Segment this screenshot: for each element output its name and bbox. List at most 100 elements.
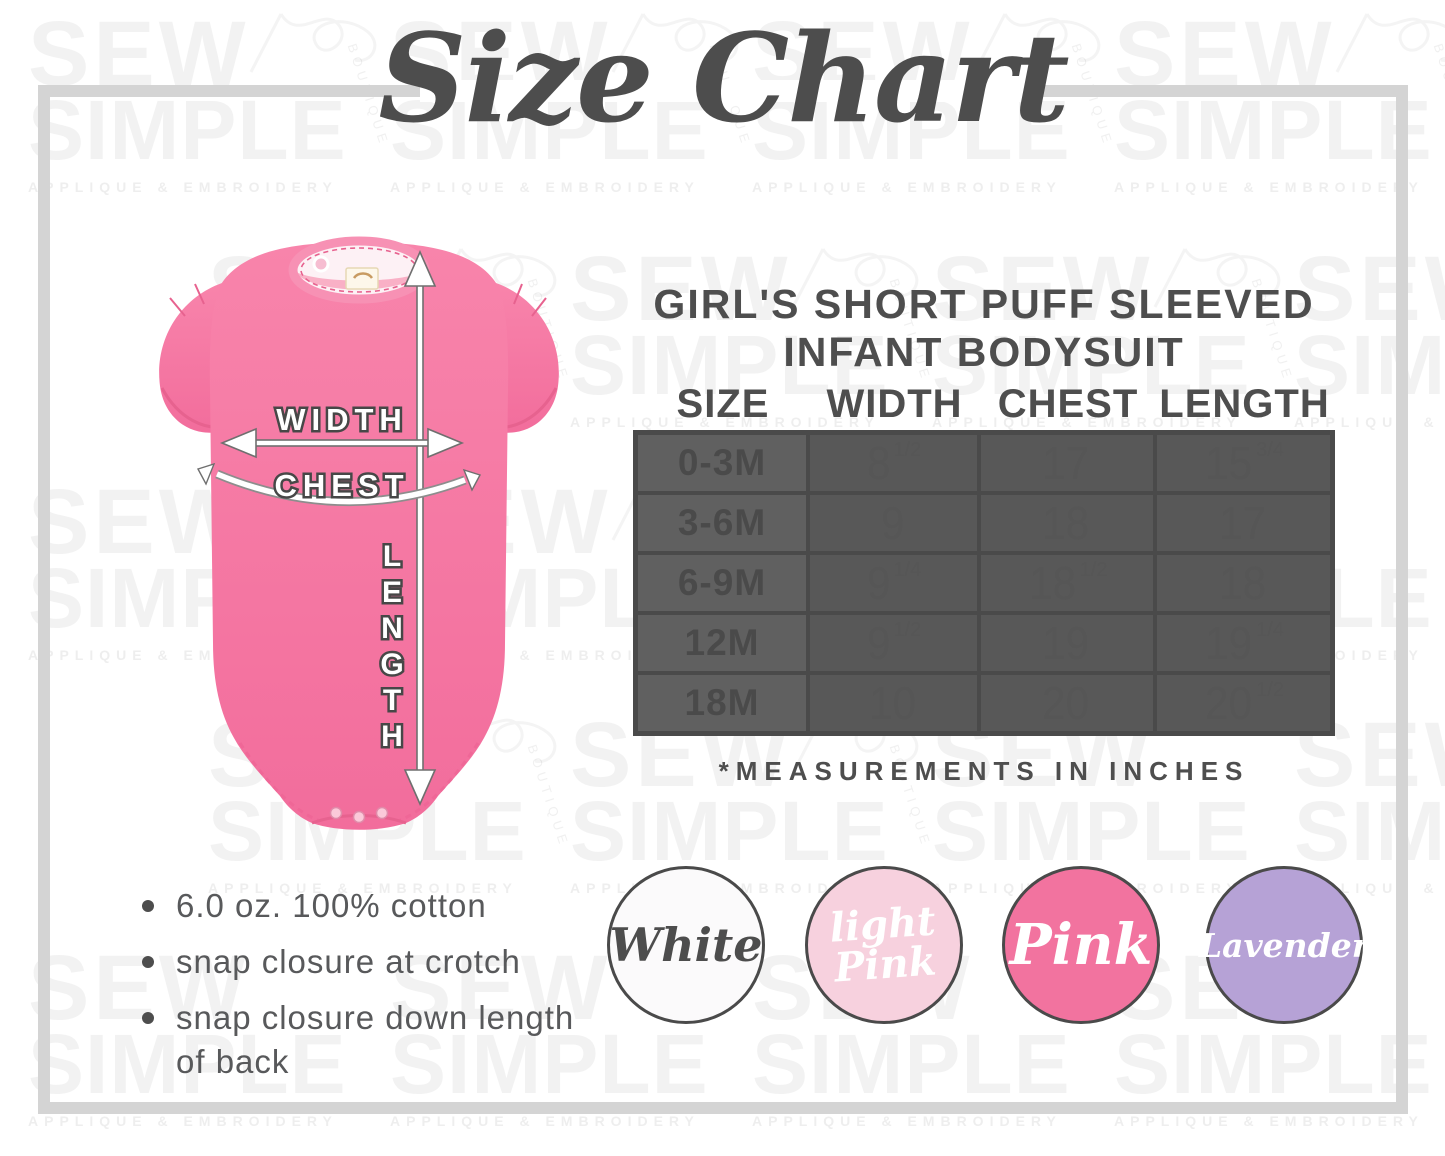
watermark-sew: SEW: [390, 937, 612, 1039]
watermark-sew: SEW: [28, 471, 250, 573]
svg-text:E: E: [382, 576, 408, 609]
length-arrow: [403, 250, 437, 806]
table-column-headers: SIZE WIDTH CHEST LENGTH: [633, 382, 1335, 427]
chest-arrow: [196, 462, 482, 507]
size-table: 0-3M 8 1/2 17 15 3/4 3-6M 9 18 17 6-9M 9 1/…: [633, 430, 1335, 736]
table-cell-length: 18: [1157, 555, 1330, 611]
watermark-simple: SIMPLE: [1294, 784, 1445, 878]
watermark-simple: SIMPLE: [932, 784, 1251, 878]
product-heading-line1: GIRL'S SHORT PUFF SLEEVED: [653, 281, 1315, 327]
watermark-tagline: APPLIQUE & EMBROIDERY: [28, 179, 338, 195]
svg-text:H: H: [381, 720, 409, 753]
watermark-simple: SIMPLE: [1114, 83, 1433, 177]
svg-text:L: L: [383, 540, 407, 573]
bullet-icon: [142, 900, 154, 912]
watermark-sew: SEW: [1114, 3, 1336, 105]
watermark-tagline: APPLIQUE & EMBROIDERY: [1114, 179, 1424, 195]
watermark-simple: SIMPLE: [752, 1017, 1071, 1111]
table-cell-width: 9 1/4: [810, 555, 977, 611]
size-row-label: 0-3M: [638, 435, 806, 491]
watermark-tagline: APPLIQUE & EMBROIDERY: [28, 1113, 338, 1129]
neck-snap: [312, 255, 330, 273]
svg-text:G: G: [380, 648, 409, 681]
chest-label: CHEST: [274, 468, 409, 503]
watermark-simple: SIMPLE: [28, 83, 347, 177]
page-title: Size Chart: [378, 6, 1069, 150]
watermark-tagline: APPLIQUE & EMBROIDERY: [752, 179, 1062, 195]
needle-swirl-icon: [249, 13, 377, 73]
size-row-label: 3-6M: [638, 495, 806, 551]
color-swatch-lavender: Lavender: [1199, 866, 1369, 1024]
watermark-sew: SEW: [28, 937, 250, 1039]
table-cell-chest: 18: [981, 495, 1153, 551]
column-header-size: SIZE: [676, 382, 770, 426]
neck-tag: [345, 267, 379, 290]
color-swatch-light-pink: light Pink: [805, 866, 963, 1024]
bodysuit-diagram: WIDTH CHEST L E N G T H: [159, 236, 559, 830]
watermark-tagline: APPLIQUE & EMBROIDERY: [390, 1113, 700, 1129]
measurements-footnote: *MEASUREMENTS IN INCHES: [718, 756, 1250, 786]
watermark-simple: SIMPLE: [28, 1017, 347, 1111]
feature-list: 6.0 oz. 100% cotton snap closure at crot…: [142, 884, 592, 1096]
table-cell-chest: 20: [981, 675, 1153, 731]
svg-text:N: N: [381, 612, 409, 645]
watermark-simple: SIMPLE: [390, 1017, 709, 1111]
watermark-simple: SIMPLE: [570, 784, 889, 878]
table-cell-length: 20 1/2: [1157, 675, 1330, 731]
list-item: snap closure down length of back: [142, 996, 592, 1084]
needle-swirl-icon: [1153, 248, 1281, 308]
watermark-tagline: APPLIQUE & EMBROIDERY: [208, 880, 518, 896]
watermark-simple: SIMPLE: [570, 318, 889, 412]
card-frame: [38, 85, 1408, 1114]
table-cell-width: 10: [810, 675, 977, 731]
list-item: 6.0 oz. 100% cotton: [142, 884, 592, 928]
needle-swirl-icon: [1335, 13, 1445, 73]
watermark-simple: SIMPLE: [1294, 318, 1445, 412]
watermark-simple: SIMPLE: [932, 318, 1251, 412]
list-item: snap closure at crotch: [142, 940, 592, 984]
color-swatch-pink: Pink: [1002, 866, 1160, 1024]
watermark-simple: SIMPLE: [1114, 1017, 1433, 1111]
column-header-width: WIDTH: [826, 382, 963, 426]
size-row-label: 12M: [638, 615, 806, 671]
bullet-icon: [142, 956, 154, 968]
bodysuit-neckline: [288, 236, 430, 304]
column-header-length: LENGTH: [1159, 382, 1330, 426]
table-cell-width: 9: [810, 495, 977, 551]
watermark-tagline: APPLIQUE & EMBROIDERY: [570, 414, 880, 430]
width-arrow: [219, 427, 465, 459]
table-cell-length: 17: [1157, 495, 1330, 551]
bullet-icon: [142, 1012, 154, 1024]
needle-swirl-icon: [611, 13, 739, 73]
product-heading-line2: INFANT BODYSUIT: [783, 329, 1185, 375]
watermark-tagline: APPLIQUE & EMBROIDERY: [390, 179, 700, 195]
color-swatch-white: White: [607, 866, 765, 1024]
watermark-tagline: APPLIQUE & EMBROIDERY: [752, 1113, 1062, 1129]
column-header-chest: CHEST: [997, 382, 1139, 426]
frame-title-gap: [420, 80, 1035, 102]
bodysuit-torso: [209, 242, 509, 830]
needle-swirl-icon: [973, 13, 1101, 73]
table-cell-chest: 18 1/2: [981, 555, 1153, 611]
crotch-snaps: [329, 806, 389, 824]
watermark-sew: SEW: [1294, 238, 1445, 340]
size-row-label: 6-9M: [638, 555, 806, 611]
width-label: WIDTH: [276, 402, 408, 437]
watermark-sew: SEW: [932, 238, 1154, 340]
watermark-sew: SEW: [570, 238, 792, 340]
watermark-tagline: APPLIQUE & EMBROIDERY: [932, 414, 1242, 430]
table-cell-width: 8 1/2: [810, 435, 977, 491]
table-cell-length: 19 1/4: [1157, 615, 1330, 671]
svg-text:T: T: [383, 684, 407, 717]
watermark-tagline: APPLIQUE & EMBROIDERY: [1114, 1113, 1424, 1129]
watermark-simple: SIMPLE: [752, 83, 1071, 177]
table-cell-width: 9 1/2: [810, 615, 977, 671]
table-cell-chest: 19: [981, 615, 1153, 671]
table-cell-length: 15 3/4: [1157, 435, 1330, 491]
watermark-simple: SIMPLE: [390, 83, 709, 177]
watermark-sew: SEW: [28, 3, 250, 105]
needle-swirl-icon: [791, 248, 919, 308]
size-panel: GIRL'S SHORT PUFF SLEEVED INFANT BODYSUI…: [633, 280, 1335, 787]
table-cell-chest: 17: [981, 435, 1153, 491]
